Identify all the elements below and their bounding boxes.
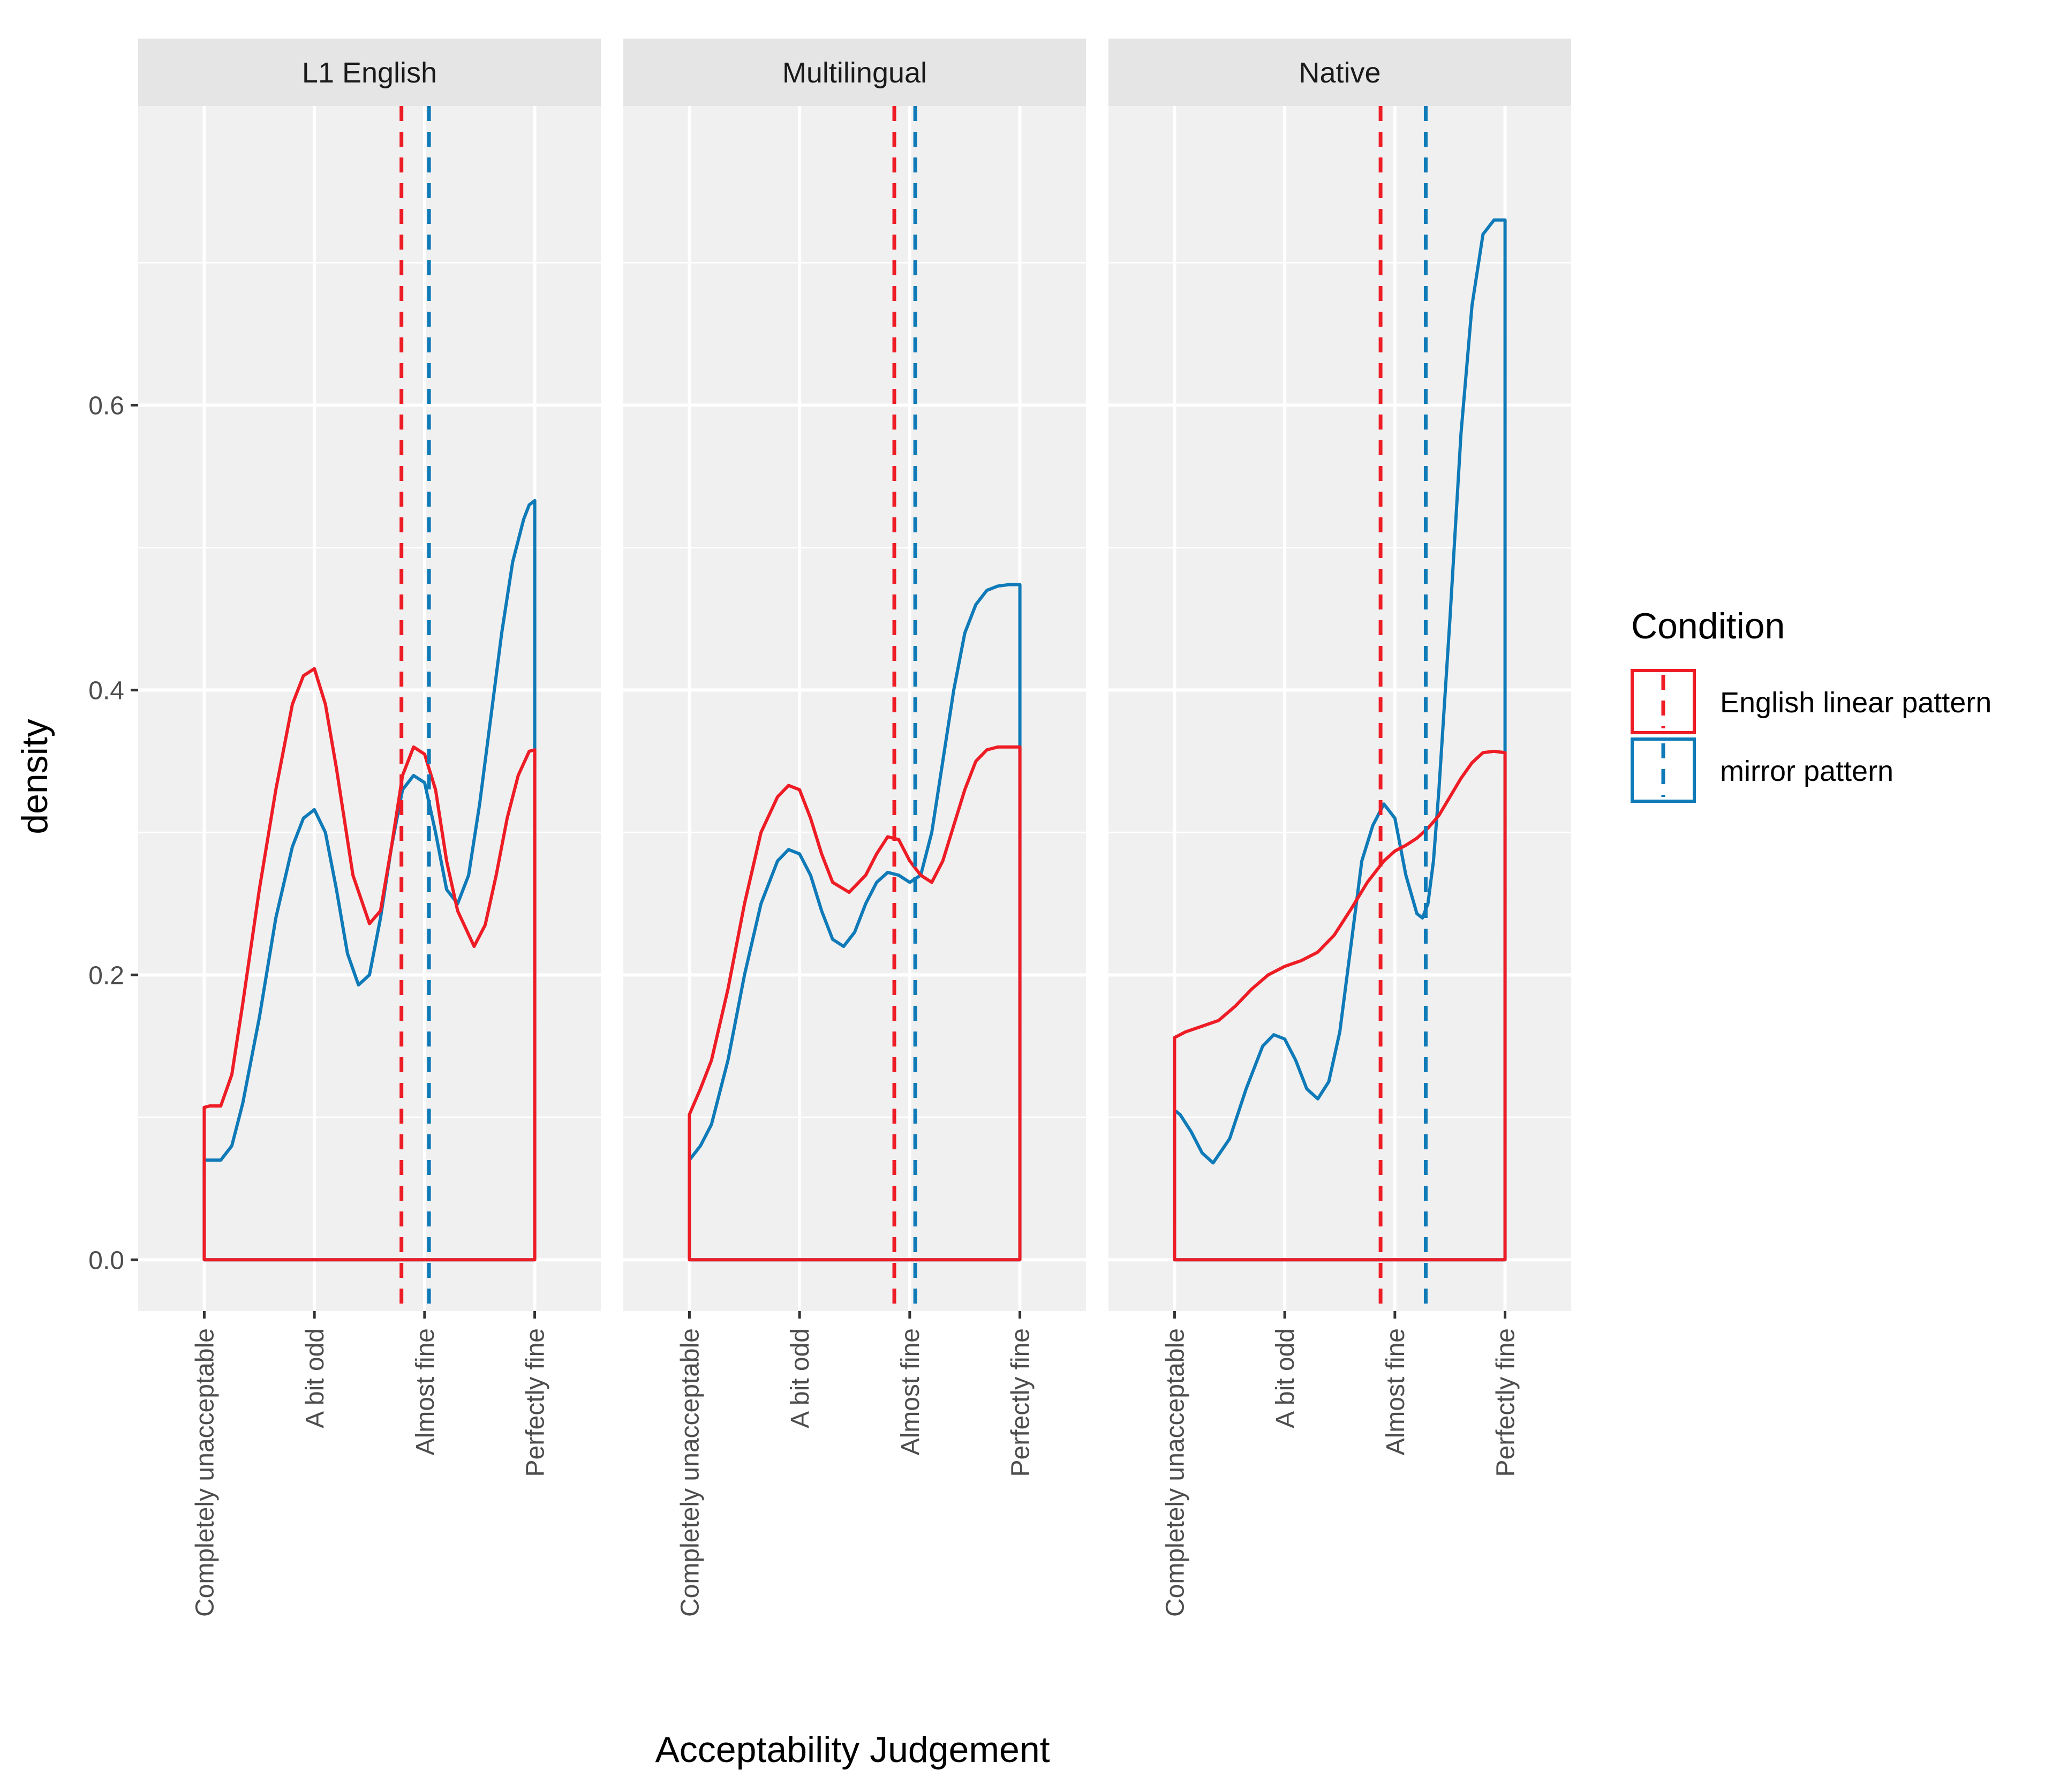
legend-title: Condition <box>1631 606 1785 646</box>
x-tick-label: Perfectly fine <box>1492 1328 1520 1477</box>
panel-strip <box>1108 39 1571 106</box>
y-tick-label: 0.6 <box>88 392 124 420</box>
panel-background <box>1108 106 1571 1311</box>
panel-background <box>138 106 601 1311</box>
x-tick-label: Perfectly fine <box>522 1328 550 1477</box>
density-curve-english-linear-pattern <box>202 667 537 1262</box>
panel-strip-label: Multilingual <box>782 57 927 89</box>
x-tick-label: Almost fine <box>411 1328 440 1455</box>
panel-strip <box>138 39 601 106</box>
x-axis-title: Acceptability Judgement <box>655 1729 1050 1770</box>
y-axis-title: density <box>14 719 55 834</box>
panel-strip-label: Native <box>1299 57 1380 89</box>
x-tick-label: A bit odd <box>301 1328 329 1428</box>
x-tick-label: A bit odd <box>1271 1328 1300 1428</box>
density-curve-english-linear-pattern <box>1173 749 1507 1262</box>
density-curve-mirror-pattern <box>688 583 1022 1262</box>
x-tick-label: Completely unacceptable <box>676 1328 704 1617</box>
panels-layer: L1 English Completely unacceptable A bit o… <box>138 39 1571 1617</box>
panel-strip-label: L1 English <box>302 57 437 89</box>
x-tick-label: Completely unacceptable <box>191 1328 219 1617</box>
x-tick-label: A bit odd <box>786 1328 814 1428</box>
y-tick-label: 0.2 <box>88 961 124 990</box>
panel-native: Native Completely unacceptable A bit odd Al… <box>1108 39 1571 1617</box>
y-axis: 0.0 0.2 0.4 0.6 <box>88 392 138 1275</box>
panel-l1-english: L1 English Completely unacceptable A bit o… <box>138 39 601 1617</box>
panel-strip <box>623 39 1086 106</box>
panel-background <box>623 106 1086 1311</box>
legend-entry-english-linear-pattern: English linear pattern <box>1631 669 1991 734</box>
panel-multilingual: Multilingual Completely unacceptable A bit… <box>623 39 1086 1617</box>
x-tick-label: Completely unacceptable <box>1161 1328 1189 1617</box>
legend: Condition English linear pattern mirror … <box>1631 606 1991 803</box>
x-tick-label: Perfectly fine <box>1007 1328 1035 1477</box>
y-tick-label: 0.4 <box>88 676 124 705</box>
x-tick-label: Almost fine <box>896 1328 925 1455</box>
y-tick-label: 0.0 <box>88 1246 124 1275</box>
density-curve-mirror-pattern <box>1173 218 1507 1262</box>
x-tick-label: Almost fine <box>1382 1328 1410 1455</box>
legend-label-english-linear-pattern: English linear pattern <box>1720 687 1991 719</box>
density-curve-english-linear-pattern <box>688 745 1022 1262</box>
legend-label-mirror-pattern: mirror pattern <box>1720 755 1894 787</box>
legend-entry-mirror-pattern: mirror pattern <box>1631 737 1894 803</box>
